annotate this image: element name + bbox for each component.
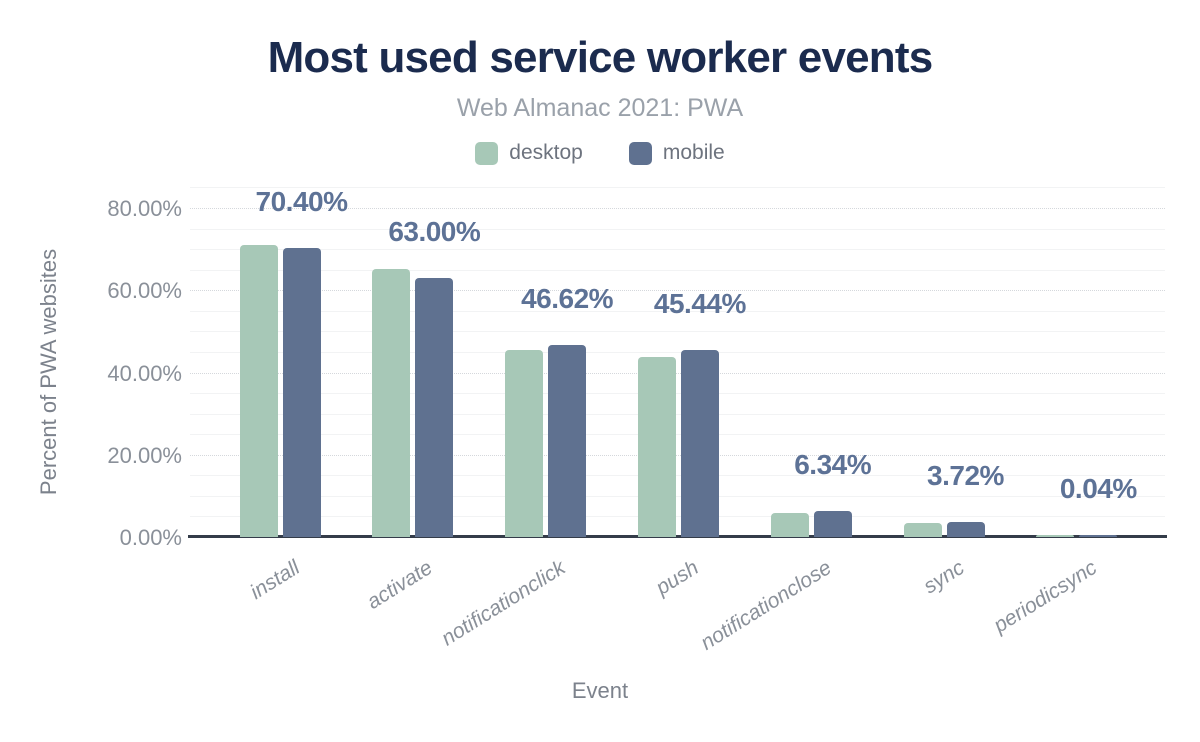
gridline-major xyxy=(190,208,1165,209)
x-tick-label-periodicsync: periodicsync xyxy=(989,556,1102,638)
bar-mobile-sync[interactable] xyxy=(946,521,985,537)
bar-mobile-periodicsync[interactable] xyxy=(1079,535,1118,537)
x-tick-label-activate: activate xyxy=(363,556,438,614)
gridline-major xyxy=(190,290,1165,292)
gridline-minor xyxy=(190,351,1165,353)
data-label-notificationclose: 6.34% xyxy=(794,448,872,480)
bar-mobile-notificationclick[interactable] xyxy=(548,345,587,537)
x-tick-label-install: install xyxy=(246,556,305,604)
y-tick-label: 80.00% xyxy=(107,196,182,221)
gridline-minor xyxy=(190,434,1165,436)
data-label-notificationclick: 46.62% xyxy=(521,283,614,315)
chart-title: Most used service worker events xyxy=(267,33,934,82)
chart-subtitle: Web Almanac 2021: PWA xyxy=(456,94,744,122)
bar-desktop-notificationclick[interactable] xyxy=(505,349,544,537)
x-tick-label-notificationclick: notificationclick xyxy=(437,556,570,651)
legend-label-desktop: desktop xyxy=(509,141,583,164)
gridline-major xyxy=(190,372,1165,374)
bar-desktop-install[interactable] xyxy=(239,245,278,537)
bar-desktop-activate[interactable] xyxy=(372,268,411,537)
bar-mobile-push[interactable] xyxy=(680,350,719,537)
bar-mobile-install[interactable] xyxy=(282,247,321,537)
x-axis-title: Event xyxy=(571,678,629,703)
legend-swatch-mobile xyxy=(628,141,652,165)
y-tick-label: 40.00% xyxy=(107,360,182,386)
data-label-push: 45.44% xyxy=(653,288,746,320)
gridline-minor xyxy=(190,413,1165,415)
gridline-major xyxy=(190,454,1165,456)
bar-mobile-notificationclose[interactable] xyxy=(813,510,852,537)
gridline-minor xyxy=(190,269,1165,271)
gridline-minor xyxy=(190,475,1165,477)
y-tick-label: 0.00% xyxy=(119,525,182,550)
x-tick-label-sync: sync xyxy=(919,556,969,599)
x-tick-label-notificationclose: notificationclose xyxy=(696,556,836,655)
bar-desktop-sync[interactable] xyxy=(903,523,942,537)
data-label-install: 70.40% xyxy=(255,185,348,217)
gridline-minor xyxy=(190,331,1165,333)
gridline-minor xyxy=(190,516,1165,518)
bar-desktop-push[interactable] xyxy=(637,357,676,537)
data-label-activate: 63.00% xyxy=(388,215,481,247)
gridline-minor xyxy=(190,249,1165,251)
gridline-minor xyxy=(190,228,1165,230)
data-label-sync: 3.72% xyxy=(927,459,1004,491)
legend-item-desktop[interactable]: desktop xyxy=(475,141,583,165)
gridline-minor xyxy=(190,310,1165,312)
gridline-minor xyxy=(190,495,1165,497)
bar-mobile-activate[interactable] xyxy=(415,277,454,537)
bar-desktop-notificationclose[interactable] xyxy=(770,513,809,537)
y-tick-label: 60.00% xyxy=(107,278,182,304)
gridline-minor xyxy=(190,187,1165,189)
gridline-minor xyxy=(190,393,1165,395)
bar-desktop-periodicsync[interactable] xyxy=(1036,535,1075,537)
y-tick-label: 20.00% xyxy=(107,442,182,468)
legend: desktop mobile xyxy=(0,141,1200,165)
x-axis-line xyxy=(188,535,1167,538)
x-tick-label-push: push xyxy=(651,556,703,600)
legend-label-mobile: mobile xyxy=(662,141,725,164)
legend-item-mobile[interactable]: mobile xyxy=(628,141,725,165)
data-label-periodicsync: 0.04% xyxy=(1059,473,1137,504)
legend-swatch-desktop xyxy=(475,141,499,165)
